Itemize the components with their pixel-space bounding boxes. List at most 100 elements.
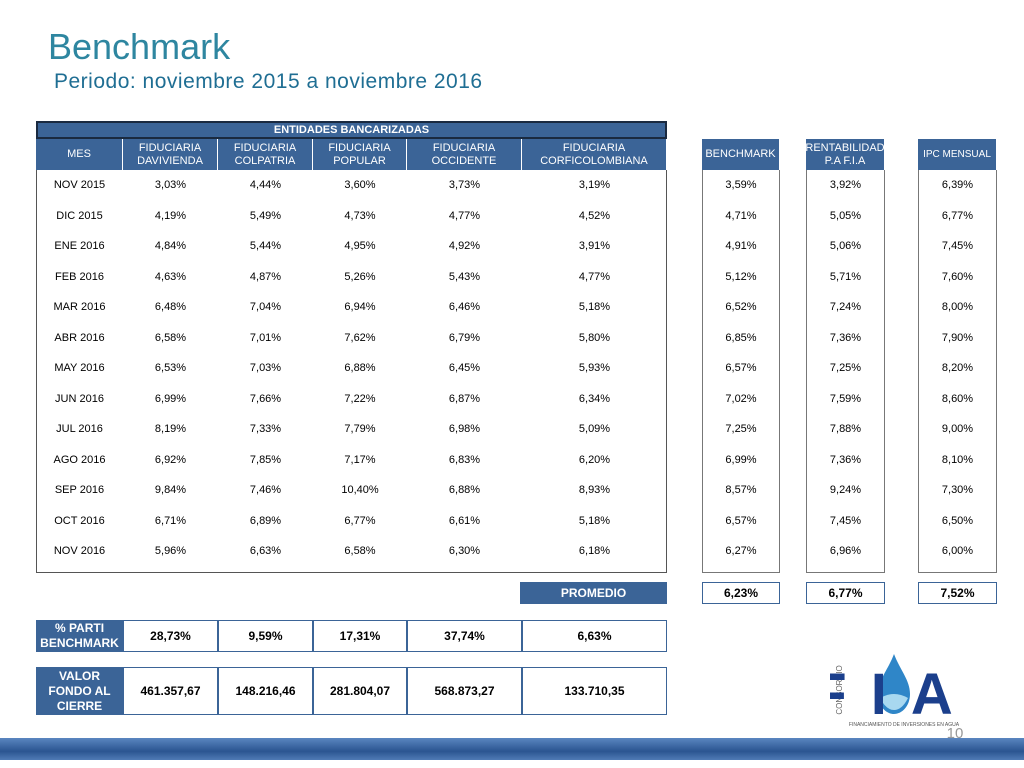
group-header: ENTIDADES BANCARIZADAS	[36, 121, 667, 139]
cell: 6,85%	[725, 331, 757, 344]
cell: 8,20%	[941, 362, 974, 375]
cell: NOV 2015	[53, 179, 106, 192]
participacion-label: % PARTI BENCHMARK	[36, 620, 123, 652]
cell: AGO 2016	[53, 453, 106, 466]
cell: 6,88%	[448, 484, 481, 497]
subtitle: Periodo: noviembre 2015 a noviembre 2016	[54, 70, 483, 93]
cell: 3,19%	[578, 179, 611, 192]
cell: 4,95%	[344, 240, 376, 253]
cell: OCT 2016	[54, 514, 105, 527]
cell: 7,66%	[249, 392, 282, 405]
valor_fondo-value: 568.873,27	[407, 667, 522, 715]
title: Benchmark	[48, 26, 231, 67]
cell: 5,49%	[249, 209, 282, 222]
cell: 7,17%	[344, 453, 376, 466]
cell: 4,87%	[249, 270, 282, 283]
cell: 4,52%	[578, 209, 611, 222]
column-header: FIDUCIARIA POPULAR	[313, 139, 407, 170]
cell: 7,36%	[829, 331, 862, 344]
cell: 7,30%	[941, 484, 974, 497]
cell: 7,79%	[344, 423, 376, 436]
cell: 4,19%	[154, 209, 187, 222]
cell: 6,20%	[578, 453, 611, 466]
cell: 6,77%	[344, 514, 376, 527]
cell: 5,96%	[154, 545, 187, 558]
promedio-label: PROMEDIO	[520, 582, 667, 604]
column-body	[918, 170, 997, 573]
column-body	[702, 170, 780, 573]
cell: 7,25%	[829, 362, 862, 375]
cell: 6,83%	[448, 453, 481, 466]
cell: 4,91%	[725, 240, 757, 253]
cell: 4,92%	[448, 240, 481, 253]
valor_fondo-label: VALOR FONDO AL CIERRE	[36, 667, 123, 715]
cell: 6,71%	[154, 514, 187, 527]
cell: 6,18%	[578, 545, 611, 558]
cell: 6,87%	[448, 392, 481, 405]
cell: 8,10%	[941, 453, 974, 466]
cell: 3,73%	[448, 179, 481, 192]
cell: ABR 2016	[54, 331, 105, 344]
column-header: FIDUCIARIA COLPATRIA	[218, 139, 313, 170]
cell: 6,79%	[448, 331, 481, 344]
cell: 6,96%	[829, 545, 862, 558]
cell: 7,25%	[725, 423, 757, 436]
logo-name: FIA	[830, 662, 970, 727]
footer-bar	[0, 738, 1024, 760]
participacion-value: 9,59%	[218, 620, 313, 652]
cell: 6,50%	[941, 514, 974, 527]
cell: JUL 2016	[56, 423, 103, 436]
cell: 7,60%	[941, 270, 974, 283]
cell: 5,12%	[725, 270, 757, 283]
cell: MAY 2016	[54, 362, 105, 375]
cell: 6,48%	[154, 301, 187, 314]
cell: 7,03%	[249, 362, 282, 375]
cell: 6,34%	[578, 392, 611, 405]
cell: 3,91%	[578, 240, 611, 253]
logo-tagline: FINANCIAMIENTO DE INVERSIONES EN AGUA	[849, 722, 960, 728]
cell: 7,46%	[249, 484, 282, 497]
cell: 5,26%	[344, 270, 376, 283]
cell: 6,98%	[448, 423, 481, 436]
valor_fondo-value: 461.357,67	[123, 667, 218, 715]
cell: 7,24%	[829, 301, 862, 314]
cell: 4,63%	[154, 270, 187, 283]
cell: 5,18%	[578, 301, 611, 314]
cell: 5,06%	[829, 240, 862, 253]
cell: 7,45%	[941, 240, 974, 253]
cell: 9,00%	[941, 423, 974, 436]
cell: 6,00%	[941, 545, 974, 558]
cell: 7,04%	[249, 301, 282, 314]
cell: 9,84%	[154, 484, 187, 497]
cell: 6,27%	[725, 545, 757, 558]
cell: 6,58%	[154, 331, 187, 344]
cell: 7,33%	[249, 423, 282, 436]
cell: 6,94%	[344, 301, 376, 314]
valor_fondo-value: 281.804,07	[313, 667, 407, 715]
column-header: MES	[36, 139, 123, 170]
column-header: RENTABILIDAD P.A F.I.A	[805, 139, 885, 170]
column-header: IPC MENSUAL	[918, 139, 997, 170]
cell: SEP 2016	[54, 484, 105, 497]
cell: 3,92%	[829, 179, 862, 192]
cell: 7,02%	[725, 392, 757, 405]
cell: 6,77%	[941, 209, 974, 222]
participacion-value: 28,73%	[123, 620, 218, 652]
cell: 3,59%	[725, 179, 757, 192]
cell: 6,88%	[344, 362, 376, 375]
cell: 5,18%	[578, 514, 611, 527]
cell: 6,52%	[725, 301, 757, 314]
column-header: FIDUCIARIA CORFICOLOMBIANA	[522, 139, 667, 170]
cell: NOV 2016	[53, 545, 106, 558]
cell: 3,03%	[154, 179, 187, 192]
participacion-value: 37,74%	[407, 620, 522, 652]
cell: 4,71%	[725, 209, 757, 222]
cell: 7,59%	[829, 392, 862, 405]
cell: 5,93%	[578, 362, 611, 375]
cell: 6,39%	[941, 179, 974, 192]
cell: 6,57%	[725, 362, 757, 375]
cell: 4,73%	[344, 209, 376, 222]
cell: 5,05%	[829, 209, 862, 222]
valor_fondo-value: 148.216,46	[218, 667, 313, 715]
